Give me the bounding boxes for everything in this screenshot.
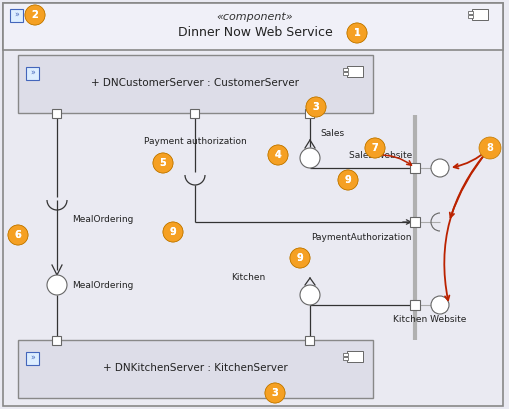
Bar	[305, 335, 315, 344]
Bar	[343, 357, 348, 360]
Circle shape	[265, 383, 285, 403]
Text: «component»: «component»	[217, 12, 293, 22]
Bar	[410, 300, 420, 310]
Text: 7: 7	[372, 143, 378, 153]
Text: 3: 3	[272, 388, 278, 398]
Text: »: »	[14, 11, 19, 20]
Bar	[343, 68, 348, 71]
Text: Kitchen: Kitchen	[231, 274, 265, 283]
Text: 8: 8	[487, 143, 493, 153]
Text: MealOrdering: MealOrdering	[72, 281, 133, 290]
Text: Sales Website: Sales Website	[349, 151, 412, 160]
Bar	[52, 335, 62, 344]
Text: 9: 9	[345, 175, 351, 185]
Text: 5: 5	[160, 158, 166, 168]
Text: 3: 3	[313, 102, 319, 112]
Bar	[347, 351, 363, 362]
Bar	[468, 11, 473, 14]
Circle shape	[290, 248, 310, 268]
Circle shape	[300, 285, 320, 305]
Bar	[18, 340, 373, 398]
Bar	[18, 55, 373, 113]
Text: Sales: Sales	[320, 128, 344, 137]
Bar	[10, 9, 23, 22]
Text: 2: 2	[32, 10, 38, 20]
Circle shape	[25, 5, 45, 25]
Text: 9: 9	[169, 227, 177, 237]
Circle shape	[365, 138, 385, 158]
Bar	[26, 352, 39, 365]
Bar	[472, 9, 488, 20]
Text: 4: 4	[275, 150, 281, 160]
Circle shape	[8, 225, 28, 245]
Bar	[343, 353, 348, 356]
Text: 6: 6	[15, 230, 21, 240]
Circle shape	[347, 23, 367, 43]
Circle shape	[268, 145, 288, 165]
Text: 2: 2	[32, 10, 38, 20]
Circle shape	[163, 222, 183, 242]
Text: MealOrdering: MealOrdering	[72, 216, 133, 225]
Text: 9: 9	[345, 175, 351, 185]
Bar	[3, 3, 503, 50]
Circle shape	[306, 97, 326, 117]
Circle shape	[268, 145, 288, 165]
Text: 3: 3	[313, 102, 319, 112]
Circle shape	[431, 296, 449, 314]
Text: »: »	[30, 69, 35, 78]
Text: Dinner Now Web Service: Dinner Now Web Service	[178, 27, 332, 40]
Text: + DNCustomerServer : CustomerServer: + DNCustomerServer : CustomerServer	[91, 78, 299, 88]
Circle shape	[47, 275, 67, 295]
Text: 6: 6	[15, 230, 21, 240]
Bar	[190, 108, 200, 117]
Text: 9: 9	[169, 227, 177, 237]
Bar	[410, 163, 420, 173]
Text: 9: 9	[297, 253, 303, 263]
Circle shape	[265, 383, 285, 403]
Circle shape	[431, 159, 449, 177]
Text: Payment authorization: Payment authorization	[144, 137, 246, 146]
Bar	[52, 108, 62, 117]
Text: 5: 5	[160, 158, 166, 168]
Circle shape	[153, 153, 173, 173]
Text: 4: 4	[275, 150, 281, 160]
Text: Kitchen Website: Kitchen Website	[393, 315, 467, 324]
Text: 7: 7	[372, 143, 378, 153]
Text: 1: 1	[354, 28, 360, 38]
Circle shape	[153, 153, 173, 173]
Circle shape	[365, 138, 385, 158]
Text: PaymentAuthorization: PaymentAuthorization	[312, 232, 412, 241]
Circle shape	[163, 222, 183, 242]
Circle shape	[290, 248, 310, 268]
Circle shape	[306, 97, 326, 117]
Bar	[410, 217, 420, 227]
Text: »: »	[30, 354, 35, 363]
Circle shape	[479, 137, 501, 159]
Text: 9: 9	[297, 253, 303, 263]
Bar	[26, 67, 39, 80]
Text: 1: 1	[354, 28, 360, 38]
Bar	[468, 15, 473, 18]
Bar	[305, 108, 315, 117]
Bar	[347, 66, 363, 77]
Circle shape	[25, 5, 45, 25]
Circle shape	[8, 225, 28, 245]
Bar	[343, 72, 348, 75]
Text: 3: 3	[272, 388, 278, 398]
Circle shape	[338, 170, 358, 190]
Circle shape	[300, 148, 320, 168]
Circle shape	[347, 23, 367, 43]
Circle shape	[338, 170, 358, 190]
Text: + DNKitchenServer : KitchenServer: + DNKitchenServer : KitchenServer	[103, 363, 288, 373]
